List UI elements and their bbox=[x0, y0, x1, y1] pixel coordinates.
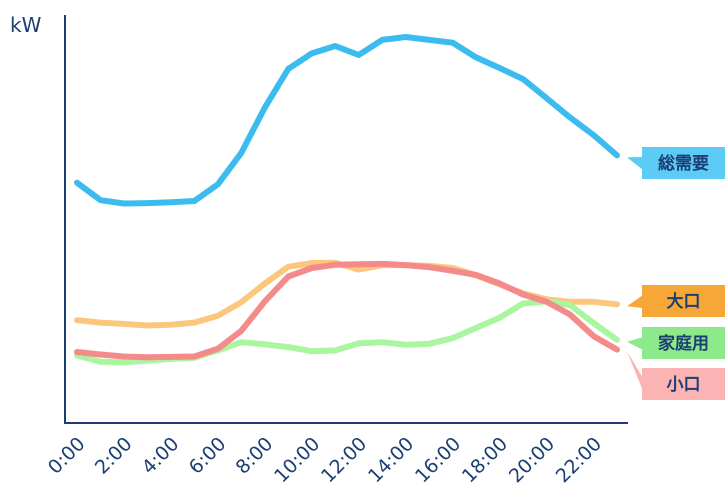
x-tick-label: 0:00 bbox=[44, 433, 90, 479]
series-label-box bbox=[642, 147, 725, 179]
series-label-box bbox=[642, 327, 725, 359]
series-label-text: 家庭用 bbox=[658, 333, 709, 354]
x-tick-label: 10:00 bbox=[270, 433, 324, 487]
series-label-3: 小口 bbox=[627, 351, 725, 400]
series-label-0: 総需要 bbox=[627, 147, 725, 179]
series-label-pointer bbox=[627, 157, 643, 170]
series-line-3 bbox=[74, 260, 620, 361]
x-tick-label: 4:00 bbox=[138, 433, 184, 479]
series-label-box bbox=[642, 368, 725, 400]
series-label-box bbox=[642, 285, 725, 317]
series-label-pointer bbox=[627, 351, 643, 391]
x-tick-label: 16:00 bbox=[411, 433, 465, 487]
series-line-2 bbox=[74, 298, 620, 366]
x-tick-label: 18:00 bbox=[458, 433, 512, 487]
series-label-pointer bbox=[627, 337, 643, 350]
x-tick-label: 12:00 bbox=[317, 433, 371, 487]
series-label-pointer bbox=[627, 295, 643, 308]
x-tick-label: 6:00 bbox=[185, 433, 231, 479]
series-line-0 bbox=[74, 34, 620, 207]
x-tick-label: 14:00 bbox=[364, 433, 418, 487]
y-axis-unit-label: kW bbox=[10, 13, 42, 37]
series-label-text: 小口 bbox=[667, 375, 701, 395]
x-tick-labels: 0:00 2:00 4:00 6:00 8:0010:0012:0014:0016:00… bbox=[44, 433, 606, 487]
series-label-2: 家庭用 bbox=[627, 327, 725, 359]
series-line-1 bbox=[74, 259, 620, 329]
axes: kW bbox=[10, 13, 628, 424]
series-lines bbox=[74, 34, 620, 366]
series-label-text: 総需要 bbox=[658, 153, 709, 174]
series-label-1: 大口 bbox=[627, 285, 725, 317]
x-tick-label: 22:00 bbox=[552, 433, 606, 487]
x-tick-label: 20:00 bbox=[505, 433, 559, 487]
x-tick-label: 2:00 bbox=[91, 433, 137, 479]
series-label-text: 大口 bbox=[667, 291, 701, 312]
